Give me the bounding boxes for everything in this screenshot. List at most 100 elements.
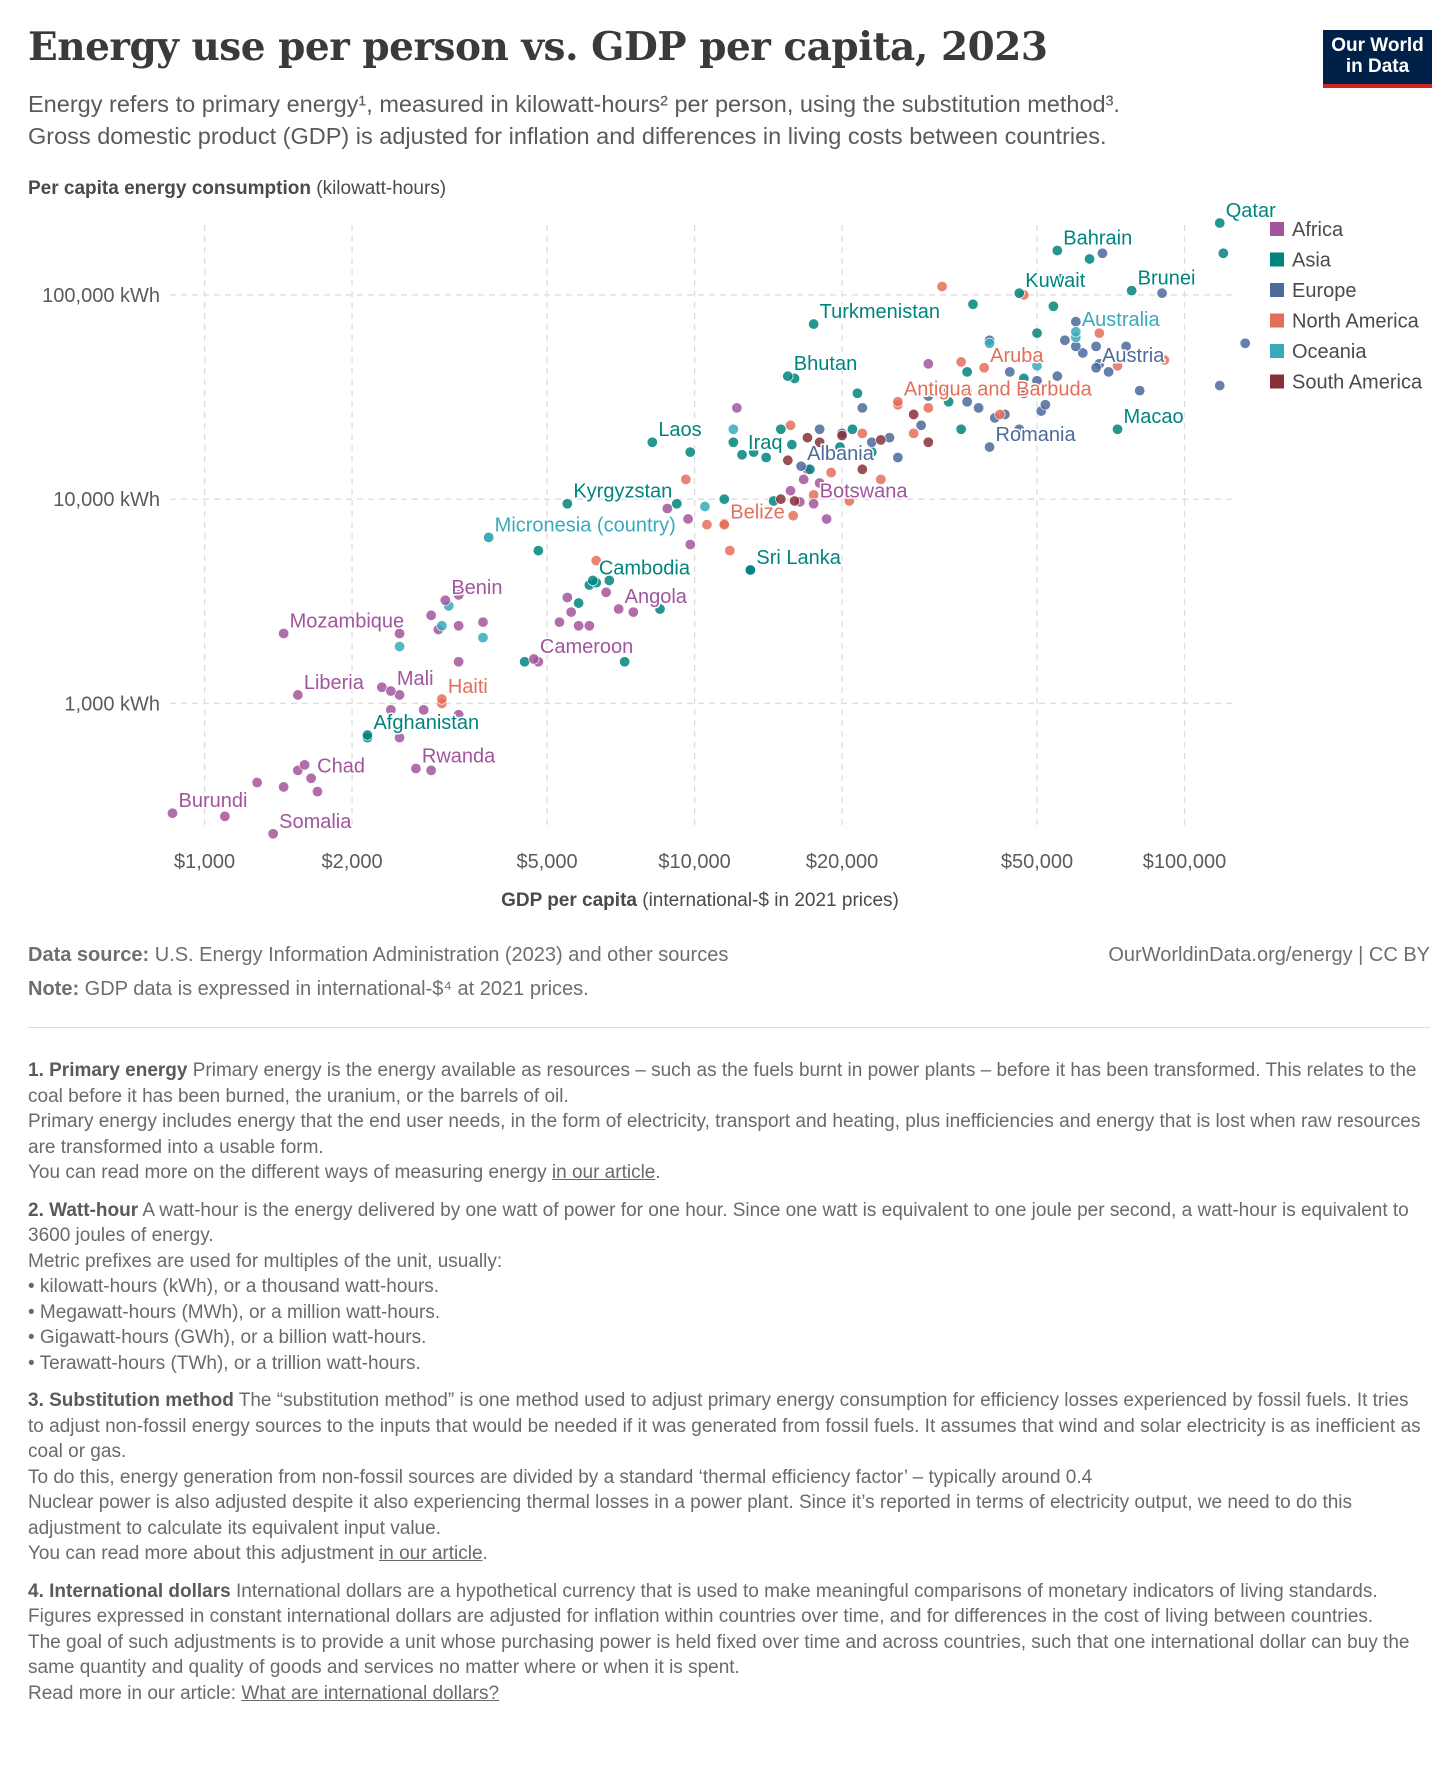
footnote-3-link[interactable]: in our article	[379, 1543, 483, 1564]
data-point	[785, 419, 797, 431]
data-point	[477, 632, 489, 644]
footnote-3-title: 3. Substitution method	[28, 1390, 234, 1411]
legend-label: South America	[1292, 372, 1423, 394]
data-point	[955, 356, 967, 368]
footnote-1-link[interactable]: in our article	[551, 1162, 656, 1183]
data-point	[875, 434, 887, 446]
point-label: Romania	[996, 424, 1077, 446]
footnote-1-text-3: You can read more on the different ways …	[28, 1162, 552, 1183]
data-point	[718, 493, 730, 505]
point-label: Botswana	[820, 481, 909, 503]
footnote-4-text-4: Read more in our article:	[28, 1682, 242, 1704]
data-point	[436, 693, 448, 705]
point-label: Qatar	[1226, 200, 1276, 222]
footnote-2-text-2: Metric prefixes are used for multiples o…	[28, 1250, 503, 1272]
data-point	[724, 545, 736, 557]
point-label: Aruba	[990, 345, 1044, 367]
data-point	[1103, 366, 1115, 378]
data-point	[453, 709, 465, 721]
data-point	[583, 620, 595, 632]
data-point	[587, 574, 599, 586]
data-point	[394, 732, 406, 744]
data-point	[943, 385, 955, 397]
point-label: Haiti	[448, 676, 488, 698]
data-point	[627, 606, 639, 618]
data-point	[1214, 217, 1226, 229]
data-point	[748, 446, 760, 458]
data-point	[385, 704, 397, 716]
point-label: Turkmenistan	[820, 301, 940, 323]
logo-line-2: in Data	[1345, 56, 1410, 77]
data-point	[994, 408, 1006, 420]
chart-title: Energy use per person vs. GDP per capita…	[28, 24, 1048, 70]
x-tick-label: $20,000	[806, 851, 878, 873]
source-link[interactable]: OurWorldinData.org/energy | CC BY	[1108, 944, 1430, 966]
point-label: Micronesia (country)	[495, 514, 676, 536]
data-point	[744, 564, 756, 576]
data-point	[1013, 287, 1025, 299]
footnote-2-bullet: • Gigawatt-hours (GWh), or a billion wat…	[28, 1327, 427, 1348]
data-point	[680, 473, 692, 485]
data-point	[821, 513, 833, 525]
data-note-text: GDP data is expressed in international-$…	[79, 978, 589, 1000]
y-axis-label: Per capita energy consumption (kilowatt-…	[28, 178, 446, 200]
point-labels: Bahrain Qatar Kuwait Brunei Turkmenistan Aust…	[177, 200, 1278, 834]
data-point	[922, 436, 934, 448]
data-point	[718, 519, 730, 531]
data-point	[425, 764, 437, 776]
data-point	[1214, 380, 1226, 392]
data-point	[922, 402, 934, 414]
data-point	[967, 298, 979, 310]
data-point	[1070, 316, 1082, 328]
data-point	[892, 396, 904, 408]
data-point	[600, 586, 612, 598]
y-axis-label-unit: (kilowatt-hours)	[310, 178, 447, 199]
legend-swatch	[1270, 283, 1284, 297]
x-tick-label: $5,000	[516, 851, 577, 873]
point-label: Bhutan	[794, 353, 857, 375]
footnote-primary-energy: 1. Primary energy Primary energy is the …	[28, 1058, 1428, 1186]
owid-logo[interactable]: Our World in Data	[1323, 30, 1432, 88]
footnotes: 1. Primary energy Primary energy is the …	[28, 1058, 1428, 1718]
point-label: Liberia	[304, 672, 365, 694]
legend-label: Oceania	[1292, 341, 1367, 363]
data-point	[1031, 327, 1043, 339]
data-source: Data source: U.S. Energy Information Adm…	[28, 944, 728, 967]
footnote-3-text-2: To do this, energy generation from non-f…	[28, 1466, 1093, 1488]
data-point	[1039, 399, 1051, 411]
footnote-4-link[interactable]: What are international dollars?	[241, 1682, 500, 1704]
data-point	[984, 441, 996, 453]
data-point	[727, 436, 739, 448]
data-point	[961, 385, 973, 397]
data-point	[1013, 423, 1025, 435]
data-point	[613, 603, 625, 615]
data-point	[808, 318, 820, 330]
data-point	[305, 772, 317, 784]
data-point	[278, 627, 290, 639]
data-point	[619, 656, 631, 668]
data-point	[1093, 327, 1105, 339]
data-point	[843, 495, 855, 507]
data-point	[573, 620, 585, 632]
data-point	[1031, 375, 1043, 387]
data-point	[1156, 287, 1168, 299]
footnote-substitution-method: 3. Substitution method The “substitution…	[28, 1388, 1428, 1567]
x-axis-label-bold: GDP per capita	[501, 890, 637, 911]
data-point	[1096, 247, 1108, 259]
data-point	[682, 513, 694, 525]
data-point	[731, 402, 743, 414]
data-point	[1158, 354, 1170, 366]
data-point	[1090, 340, 1102, 352]
data-points	[166, 217, 1251, 840]
footnote-4-title: 4. International dollars	[28, 1580, 231, 1602]
data-point	[553, 616, 565, 628]
data-point	[436, 620, 448, 632]
data-point	[528, 653, 540, 665]
y-tick-label: 1,000 kWh	[64, 693, 160, 715]
data-point	[590, 555, 602, 567]
data-point	[801, 432, 813, 444]
legend-swatch	[1270, 252, 1284, 267]
data-point	[661, 503, 673, 515]
footnote-international-dollars: 4. International dollars International d…	[28, 1579, 1428, 1707]
footnote-4-text: International dollars are a hypothetical…	[230, 1580, 1378, 1602]
